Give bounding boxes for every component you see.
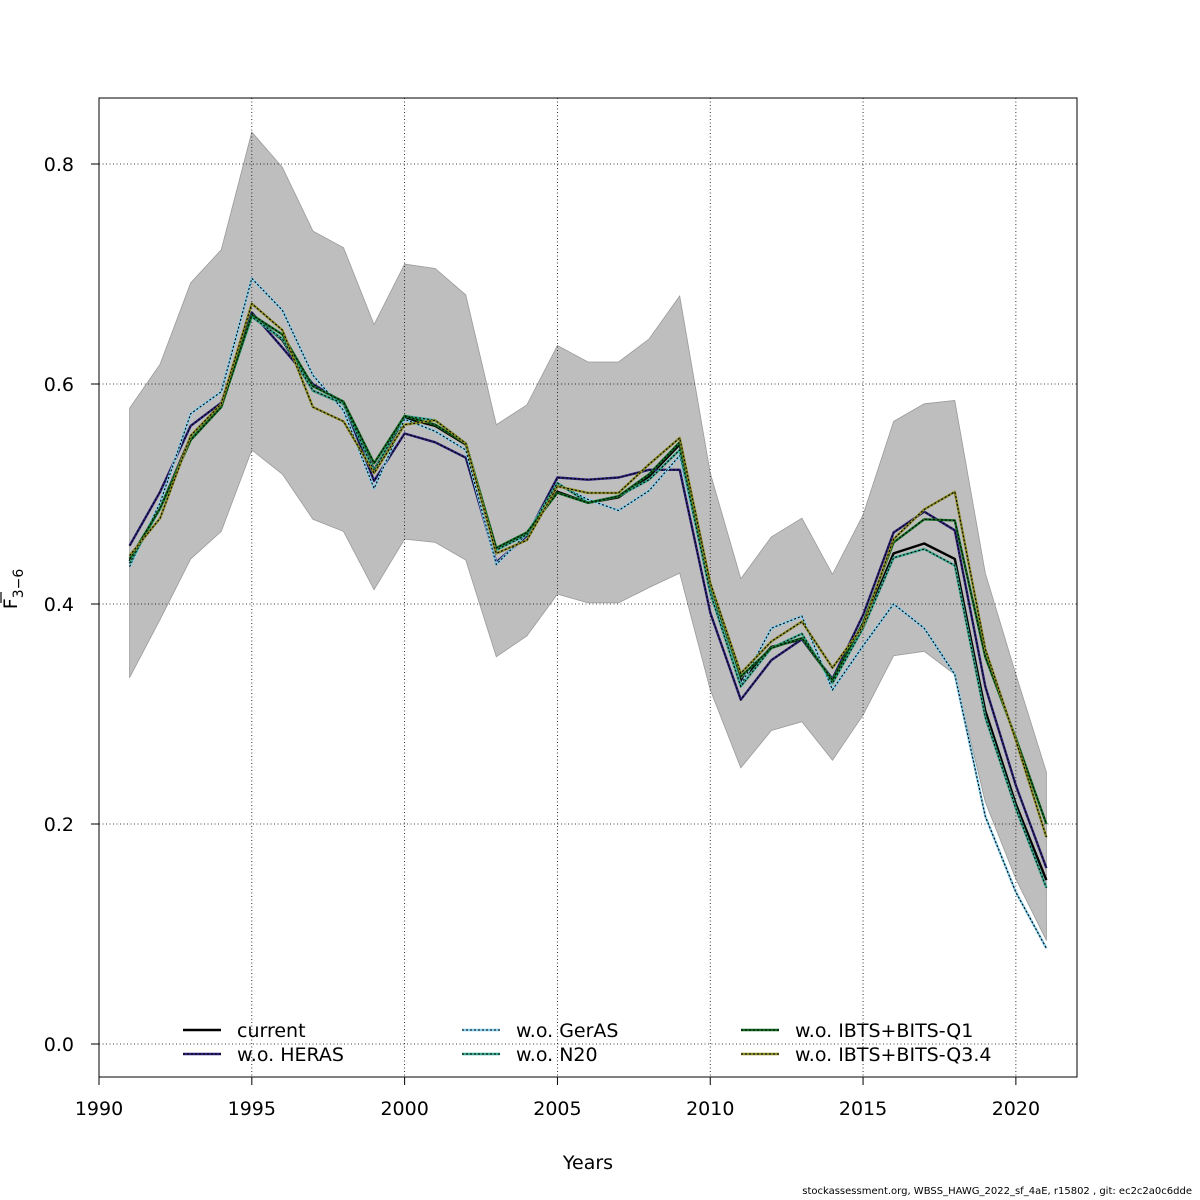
legend-label-4: w.o. IBTS+BITS-Q1 xyxy=(795,1020,973,1042)
x-axis-title: Years xyxy=(562,1152,613,1174)
confidence-band xyxy=(129,131,1047,941)
y-tick-label-0-4: 0.4 xyxy=(44,594,74,616)
legend-label-2: w.o. GerAS xyxy=(516,1020,619,1042)
x-tick-label-2015: 2015 xyxy=(839,1098,887,1120)
y-tick-label-0-2: 0.2 xyxy=(44,814,74,836)
series-layer xyxy=(128,277,1048,949)
footer-credit: stockassessment.org, WBSS_HAWG_2022_sf_4… xyxy=(802,1186,1192,1197)
y-tick-label-0-8: 0.8 xyxy=(44,154,74,176)
legend-label-3: w.o. N20 xyxy=(516,1044,598,1066)
legend-label-1: w.o. HERAS xyxy=(237,1044,344,1066)
axis-layer: 1990 1995 2000 2005 2010 2015 2020 0.0 0.2 0.4 0.6… xyxy=(44,154,1040,1120)
confidence-band-layer xyxy=(129,131,1047,941)
x-tick-label-2010: 2010 xyxy=(686,1098,734,1120)
y-tick-label-0: 0.0 xyxy=(44,1034,74,1056)
x-tick-label-2005: 2005 xyxy=(533,1098,581,1120)
x-tick-label-2000: 2000 xyxy=(380,1098,428,1120)
series-line-dash-5 xyxy=(129,302,1047,838)
y-axis-title: F3−6 xyxy=(0,569,27,610)
x-tick-label-1995: 1995 xyxy=(228,1098,276,1120)
y-axis-title-sub: 3−6 xyxy=(11,569,27,599)
legend-label-0: current xyxy=(237,1020,306,1042)
svg-text:F3−6: F3−6 xyxy=(0,569,27,610)
x-tick-label-1990: 1990 xyxy=(75,1098,123,1120)
y-axis-title-main: F xyxy=(0,598,22,609)
series-line-dash-2 xyxy=(129,277,1047,949)
x-tick-label-2020: 2020 xyxy=(992,1098,1040,1120)
y-tick-label-0-6: 0.6 xyxy=(44,374,74,396)
series-line-dash-1 xyxy=(129,311,1047,869)
legend-label-5: w.o. IBTS+BITS-Q3.4 xyxy=(795,1044,991,1066)
